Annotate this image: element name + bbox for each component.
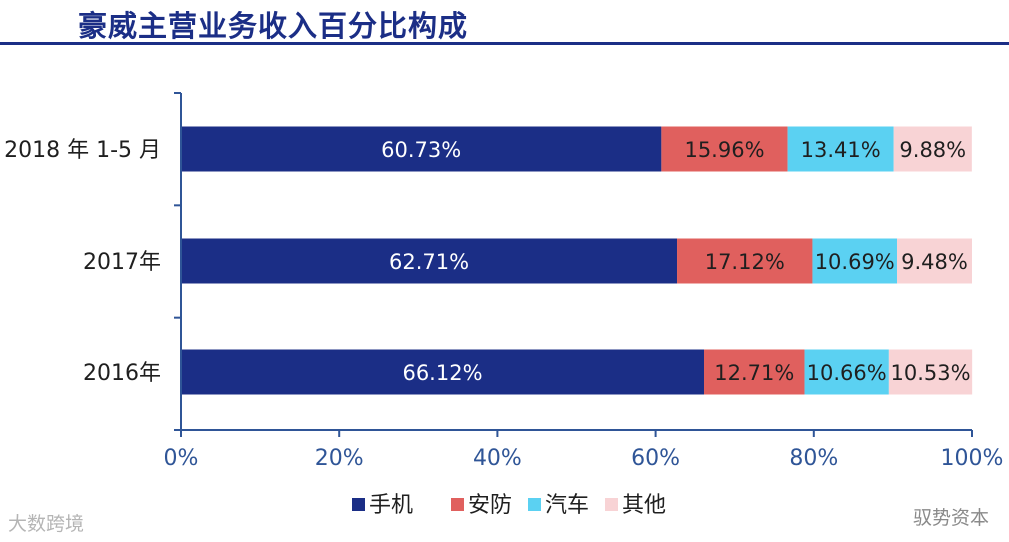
x-tick-label: 80% bbox=[789, 446, 838, 471]
data-label: 62.71% bbox=[389, 250, 469, 274]
bar-segment-1-row-1 bbox=[181, 126, 662, 172]
x-tick-label: 40% bbox=[473, 446, 522, 471]
bar-segment-4-row-3 bbox=[888, 349, 973, 395]
x-tick-label: 100% bbox=[941, 446, 1004, 471]
data-label: 9.48% bbox=[901, 250, 968, 274]
category-label: 2018 年 1-5 月 bbox=[4, 138, 161, 163]
bar-segment-2-row-2 bbox=[677, 238, 813, 284]
category-label: 2016年 bbox=[83, 361, 161, 386]
legend-swatch-3 bbox=[528, 498, 541, 511]
legend-swatch-1 bbox=[352, 498, 365, 511]
legend-label: 手机 bbox=[369, 493, 413, 518]
data-label: 12.71% bbox=[714, 361, 794, 385]
data-label: 66.12% bbox=[402, 361, 482, 385]
category-label: 2017年 bbox=[83, 250, 161, 275]
data-label: 17.12% bbox=[705, 250, 785, 274]
legend-label: 安防 bbox=[468, 493, 512, 518]
axes-layer: 2018 年 1-5 月 2017年 2016年 0% 20% 40% 60% 80% 100% bbox=[4, 92, 1004, 471]
bar-segment-1-row-3 bbox=[181, 349, 705, 395]
legend-swatch-4 bbox=[605, 498, 618, 511]
watermark-right: 驭势资本 bbox=[912, 507, 989, 529]
data-label: 10.53% bbox=[890, 361, 970, 385]
legend: 手机 安防 汽车 其他 bbox=[352, 493, 666, 518]
data-label: 10.69% bbox=[815, 250, 895, 274]
bar-segment-3-row-1 bbox=[787, 126, 894, 172]
title-underline bbox=[0, 42, 1009, 45]
x-tick-label: 60% bbox=[631, 446, 680, 471]
legend-swatch-2 bbox=[451, 498, 464, 511]
chart-title: 豪威主营业务收入百分比构成 bbox=[78, 9, 469, 43]
data-label: 13.41% bbox=[801, 138, 881, 162]
data-label: 15.96% bbox=[684, 138, 764, 162]
bar-segment-3-row-2 bbox=[812, 238, 898, 284]
x-tick-label: 20% bbox=[315, 446, 364, 471]
data-label: 60.73% bbox=[381, 138, 461, 162]
bar-segment-2-row-3 bbox=[704, 349, 805, 395]
legend-label: 汽车 bbox=[545, 493, 589, 518]
bar-segment-4-row-2 bbox=[897, 238, 972, 284]
x-tick-label: 0% bbox=[164, 446, 199, 471]
watermark-left: 大数跨境 bbox=[8, 513, 85, 535]
legend-label: 其他 bbox=[622, 493, 666, 518]
bars-layer: 60.73% 15.96% 13.41% 9.88% 62.71% 17.12% 10.69… bbox=[181, 126, 973, 395]
data-label: 9.88% bbox=[899, 138, 966, 162]
bar-segment-3-row-3 bbox=[804, 349, 889, 395]
data-label: 10.66% bbox=[807, 361, 887, 385]
bar-segment-1-row-2 bbox=[181, 238, 678, 284]
bar-segment-2-row-1 bbox=[661, 126, 788, 172]
bar-segment-4-row-1 bbox=[893, 126, 972, 172]
